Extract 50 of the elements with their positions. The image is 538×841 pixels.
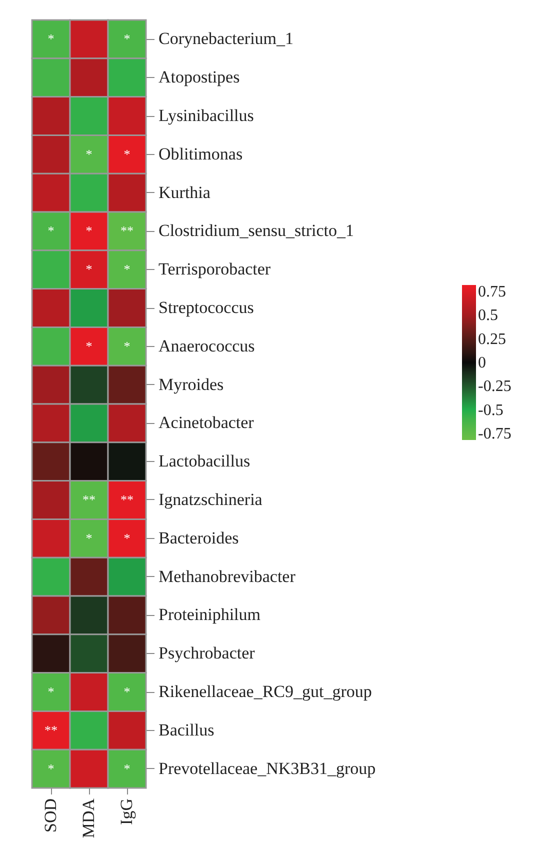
data-label: *: [124, 760, 130, 776]
y-tick-label: Rikenellaceae_RC9_gut_group: [158, 682, 372, 701]
data-label: *: [86, 223, 92, 238]
y-tick-label: Kurthia: [158, 182, 211, 202]
y-tick-label: Corynebacterium_1: [158, 29, 294, 48]
y-tick-label: Psychrobacter: [158, 644, 256, 663]
data-label: **: [82, 492, 96, 507]
x-tick-label: IgG: [117, 798, 136, 825]
y-tick-label: Clostridium_sensu_stricto_1: [158, 221, 354, 240]
data-label: *: [86, 146, 92, 162]
x-tick-label: SOD: [41, 798, 60, 833]
data-label: **: [44, 722, 58, 738]
y-tick-label: Bacillus: [158, 720, 214, 740]
color-bar-label: 0.75: [478, 284, 506, 301]
data-label: *: [48, 31, 54, 46]
data-label: *: [86, 338, 92, 354]
y-tick-label: Atopostipes: [158, 68, 240, 87]
y-tick-label: Methanobrevibacter: [158, 566, 296, 586]
color-bar-label: 0.5: [478, 307, 498, 324]
data-label: *: [124, 262, 130, 277]
y-tick-label: Proteiniphilum: [158, 605, 260, 624]
y-tick-label: Anaerococcus: [158, 336, 255, 356]
y-tick-label: Acinetobacter: [158, 413, 254, 432]
color-bar-label: -0.5: [478, 402, 504, 419]
y-tick-label: Myroides: [158, 374, 224, 394]
data-label: *: [48, 760, 54, 776]
y-tick-label: Lactobacillus: [158, 452, 250, 471]
data-label: *: [48, 223, 54, 238]
color-bar-label: 0: [478, 354, 486, 372]
data-label: *: [86, 262, 92, 277]
data-label: *: [124, 31, 130, 46]
data-label: **: [120, 492, 134, 507]
color-bar-label: -0.75: [478, 425, 512, 442]
y-tick-label: Oblitimonas: [158, 144, 243, 164]
y-tick-label: Prevotellaceae_NK3B31_group: [158, 758, 376, 778]
color-bar-label: 0.25: [478, 330, 506, 348]
color-bar-label: -0.25: [478, 378, 512, 396]
data-label: *: [124, 530, 130, 546]
y-tick-label: Lysinibacillus: [158, 106, 254, 125]
y-tick-label: Ignatzschineria: [158, 490, 263, 509]
y-tick-label: Terrisporobacter: [158, 260, 271, 279]
data-label: *: [124, 146, 130, 162]
data-label: *: [124, 338, 130, 354]
x-tick-label: MDA: [79, 798, 98, 838]
data-label: *: [48, 684, 54, 699]
data-label: *: [86, 530, 92, 546]
y-tick-label: Streptococcus: [158, 298, 254, 317]
data-label: **: [120, 223, 134, 238]
data-label: *: [124, 684, 130, 699]
y-tick-label: Bacteroides: [158, 528, 239, 548]
